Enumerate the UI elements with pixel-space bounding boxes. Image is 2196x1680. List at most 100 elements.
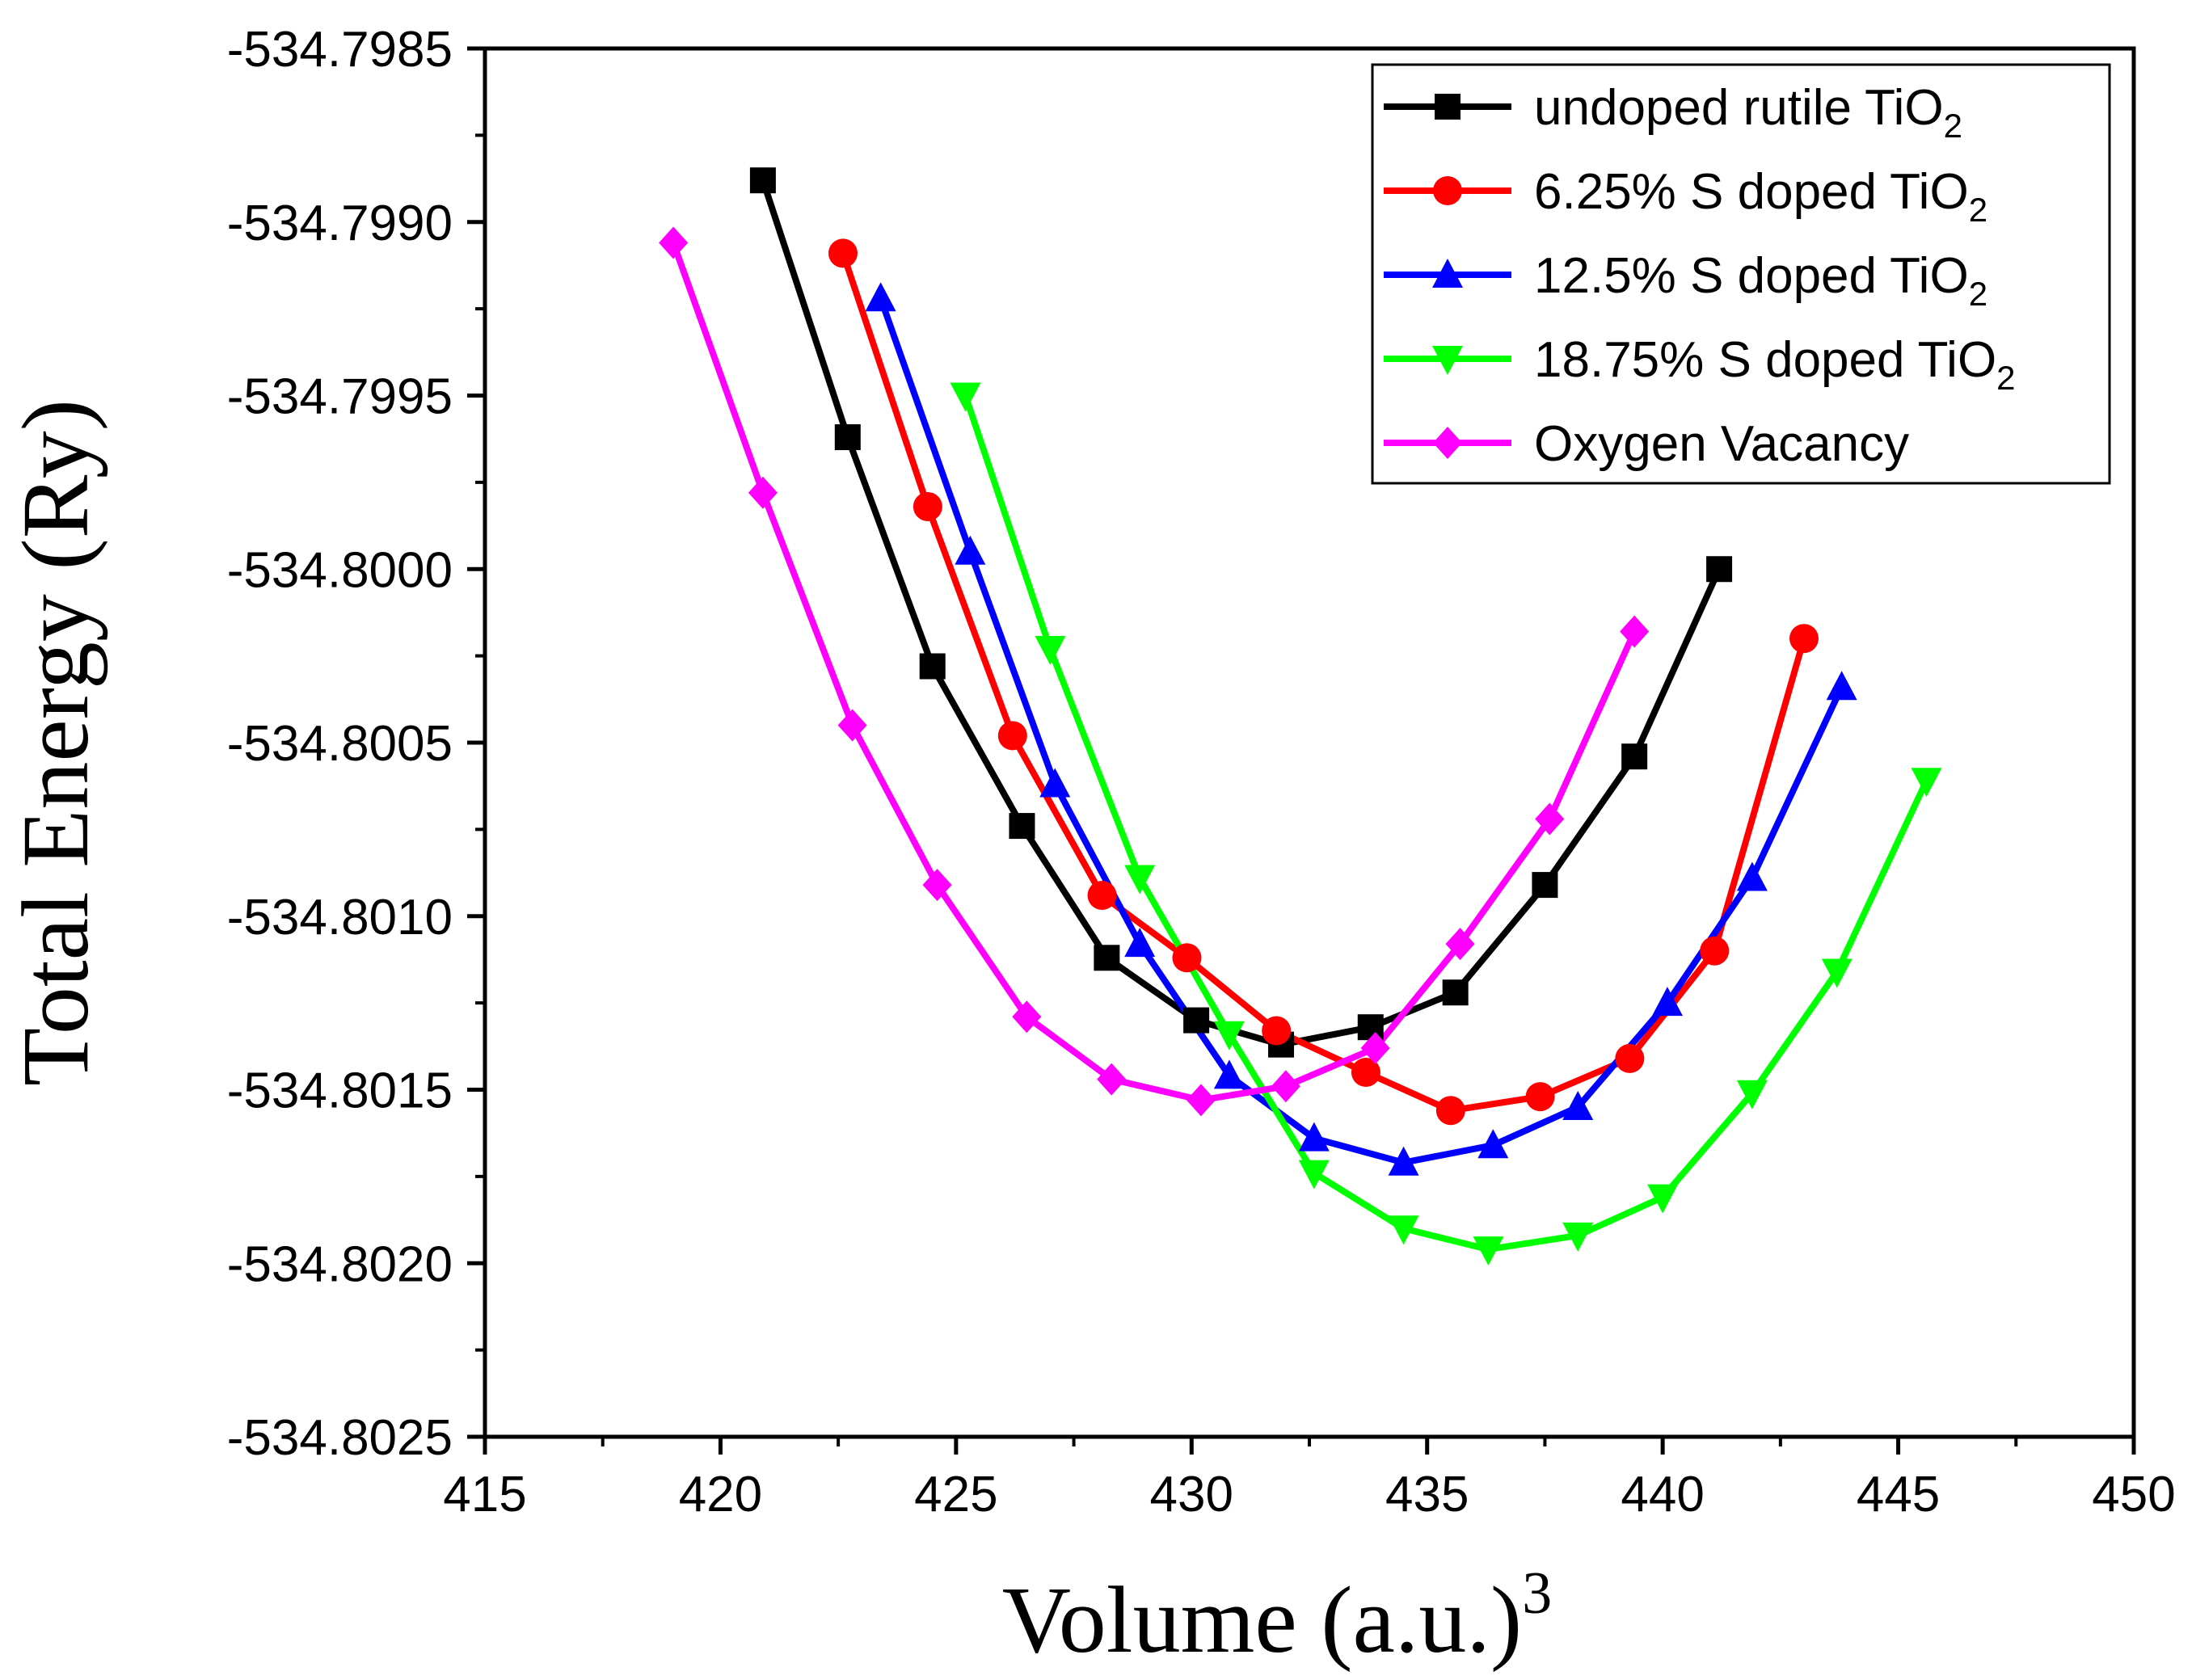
major-ticks [467,46,2136,1455]
data-point [1562,1090,1594,1120]
y-tick-label: -534.8025 [227,1410,453,1466]
x-tick-label: 450 [2092,1467,2175,1522]
data-point [1647,1184,1679,1214]
legend-label-4: 18.75% S doped TiO2 [1534,332,2016,397]
x-tick-label: 445 [1857,1467,1940,1522]
data-point [1351,1058,1380,1088]
legend-label-1: undoped rutile TiO2 [1534,80,1962,145]
data-point [1012,1000,1042,1034]
data-point [997,721,1027,751]
data-point [1826,671,1857,701]
legend-marker-3 [1432,259,1463,288]
data-point [1009,813,1035,840]
plot-frame [483,46,2136,1439]
y-tick-label: -534.7995 [227,369,453,425]
legend-label-subscript: 2 [1944,107,1962,145]
y-tick-label: -534.8015 [227,1063,453,1119]
series-line-3 [877,297,1845,1166]
legend-marker-1 [1435,94,1460,120]
data-point [837,709,867,742]
data-point [1124,865,1156,895]
legend-marker-2 [1433,176,1462,205]
data-point [1213,1021,1245,1051]
x-tick-label: 415 [443,1467,526,1522]
legend-label-text: Oxygen Vacancy [1534,416,1909,472]
data-point [748,476,778,509]
data-point [1911,768,1942,798]
y-tick-label: -534.7985 [227,22,453,78]
x-tick-label: 420 [679,1467,762,1522]
data-point [1736,1080,1768,1109]
data-point [1124,928,1156,958]
data-point [919,653,946,680]
data-point [1388,1215,1419,1245]
data-point [828,238,858,268]
data-point [865,282,896,312]
legend-label-text: 12.5% S doped TiO [1534,248,1969,304]
data-point [1736,861,1768,891]
data-point [1183,1007,1210,1034]
data-point [922,869,952,902]
data-point [1172,943,1202,973]
data-point [950,382,981,412]
legend-label-3: 12.5% S doped TiO2 [1534,248,1987,313]
data-point [1035,636,1066,666]
legend-label-subscript: 2 [1996,359,2015,397]
data-point [1525,1082,1555,1112]
data-point [1473,1236,1504,1266]
legend-label-text: undoped rutile TiO [1534,80,1944,136]
data-point [1651,987,1683,1017]
x-tick-labels: 415 420 425 430 435 440 445 450 [443,1467,2175,1522]
series-line-5 [670,242,1638,1104]
y-axis-title: Total Energy (Ry) [2,399,108,1086]
legend-label-subscript: 2 [1969,275,1987,313]
data-point [1298,1160,1330,1189]
data-point [1298,1122,1330,1152]
x-tick-label: 440 [1621,1467,1704,1522]
x-tick-label: 435 [1385,1467,1469,1522]
data-point [955,535,986,565]
data-point [1357,1014,1384,1041]
legend-label-2: 6.25% S doped TiO2 [1534,164,1987,229]
series-line-2 [840,252,1807,1114]
legend-box [1371,63,2111,485]
data-point [1477,1129,1509,1159]
data-point [749,167,776,194]
data-point [659,226,689,259]
data-point [1821,958,1852,988]
data-point [1621,743,1648,770]
x-axis-title-superscript: 3 [1522,1560,1552,1627]
data-point [1535,802,1565,836]
data-point [1388,1146,1419,1176]
data-point [1087,880,1117,910]
data-point [1615,1043,1645,1073]
y-tick-label: -534.8020 [227,1236,453,1292]
data-point [834,424,861,451]
x-axis-title-text: Volume (a.u.) [1002,1567,1522,1673]
data-point [1094,945,1120,971]
data-point [1700,936,1730,966]
legend-marker-4 [1432,346,1463,375]
data-point [1442,979,1469,1006]
legend-label-text: 6.25% S doped TiO [1534,164,1969,220]
x-tick-label: 430 [1150,1467,1233,1522]
y-tick-labels: -534.7985 -534.7990 -534.7995 -534.8000 -534… [227,22,453,1466]
y-tick-label: -534.8005 [227,716,453,772]
y-tick-label: -534.7990 [227,196,453,251]
legend-label-text: 18.75% S doped TiO [1534,332,1996,388]
legend-label-subscript: 2 [1969,191,1987,229]
x-axis-title: Volume (a.u.)3 [1002,1560,1552,1673]
data-point [1532,872,1558,899]
data-point [1620,615,1650,648]
data-point [1097,1063,1127,1096]
data-point [1271,1070,1300,1103]
legend-label-5: Oxygen Vacancy [1534,416,1909,472]
data-point [1213,1059,1245,1089]
y-tick-label: -534.8000 [227,542,453,598]
data-point [1262,1016,1292,1046]
data-point [1562,1222,1594,1252]
data-point [1186,1084,1216,1117]
legend-marker-5 [1433,427,1462,459]
